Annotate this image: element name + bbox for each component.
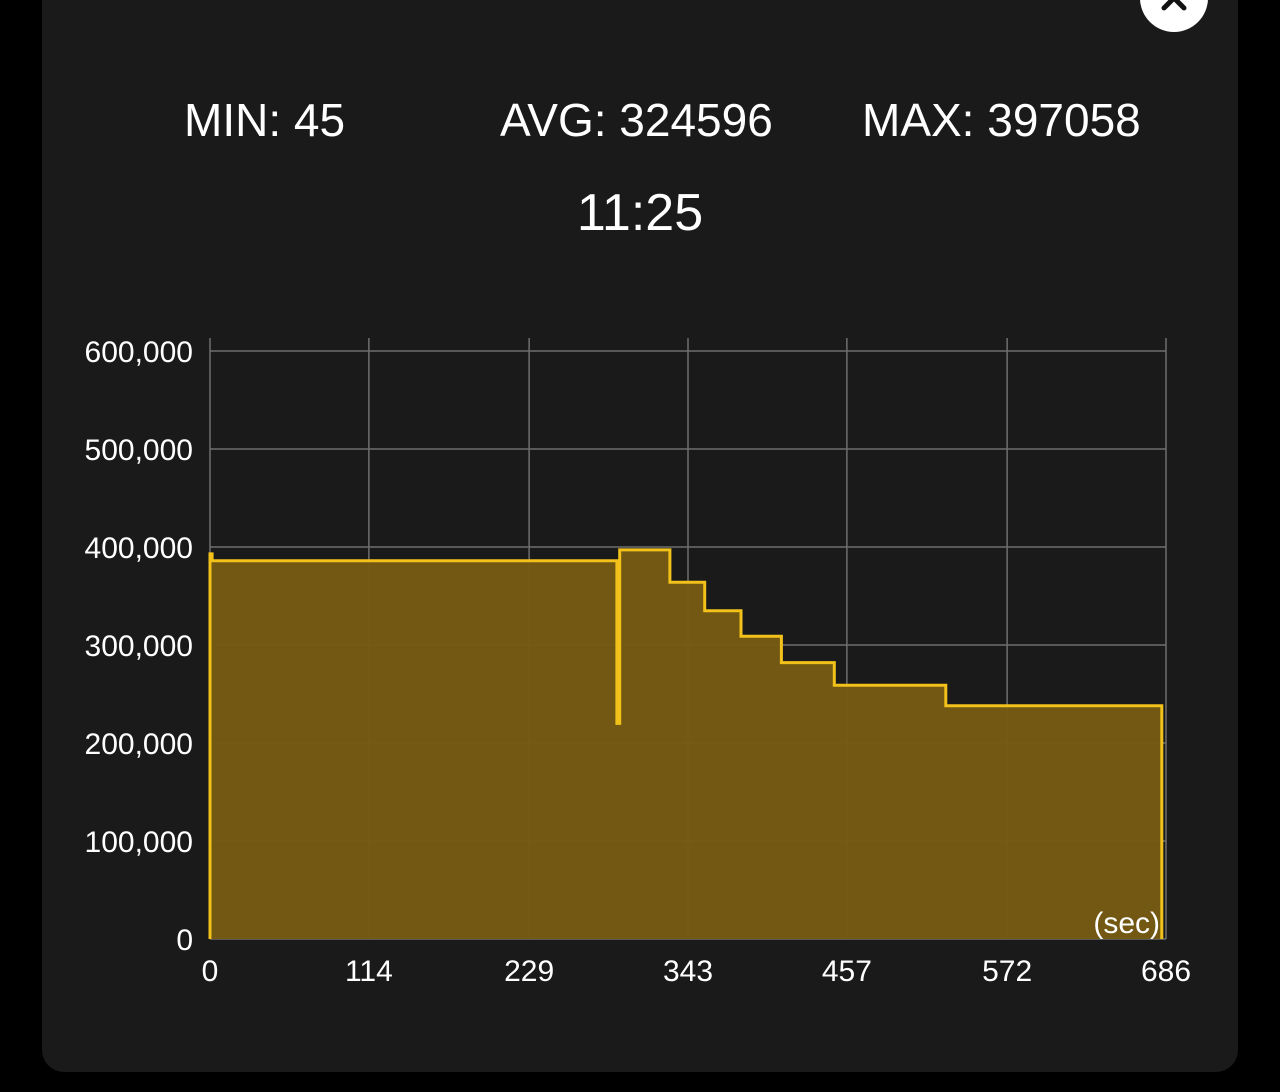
y-tick-label: 0 xyxy=(176,924,193,957)
x-tick-label: 572 xyxy=(982,955,1032,988)
x-axis-unit-label: (sec) xyxy=(1093,907,1160,940)
chart-plot-area xyxy=(208,548,1164,939)
min-stat: MIN: 45 xyxy=(184,92,345,148)
x-tick-label: 114 xyxy=(345,955,393,988)
x-axis-ticks: 0 114 229 343 457 572 686 xyxy=(202,955,1191,988)
y-tick-label: 600,000 xyxy=(85,336,193,369)
series-line xyxy=(208,548,1164,939)
y-tick-label: 300,000 xyxy=(85,630,193,663)
max-label: MAX: xyxy=(862,94,975,146)
y-axis-ticks: 0 100,000 200,000 300,000 400,000 500,000 600,… xyxy=(85,336,193,957)
y-tick-label: 400,000 xyxy=(85,532,193,565)
x-tick-label: 0 xyxy=(202,955,219,988)
close-button[interactable] xyxy=(1140,0,1208,32)
avg-value: 324596 xyxy=(619,94,773,146)
avg-stat: AVG: 324596 xyxy=(500,92,773,148)
max-value: 397058 xyxy=(987,94,1141,146)
avg-label: AVG: xyxy=(500,94,607,146)
x-tick-label: 343 xyxy=(663,955,713,988)
y-tick-label: 500,000 xyxy=(85,434,193,467)
x-tick-label: 457 xyxy=(822,955,872,988)
y-tick-label: 100,000 xyxy=(85,826,193,859)
close-icon xyxy=(1161,0,1187,11)
x-tick-label: 686 xyxy=(1141,955,1191,988)
duration-display: 11:25 xyxy=(576,184,704,242)
y-tick-label: 200,000 xyxy=(85,728,193,761)
x-tick-label: 229 xyxy=(504,955,554,988)
min-label: MIN: xyxy=(184,94,282,146)
min-value: 45 xyxy=(293,94,346,146)
series-area-fill xyxy=(210,549,1162,939)
max-stat: MAX: 397058 xyxy=(862,92,1141,148)
